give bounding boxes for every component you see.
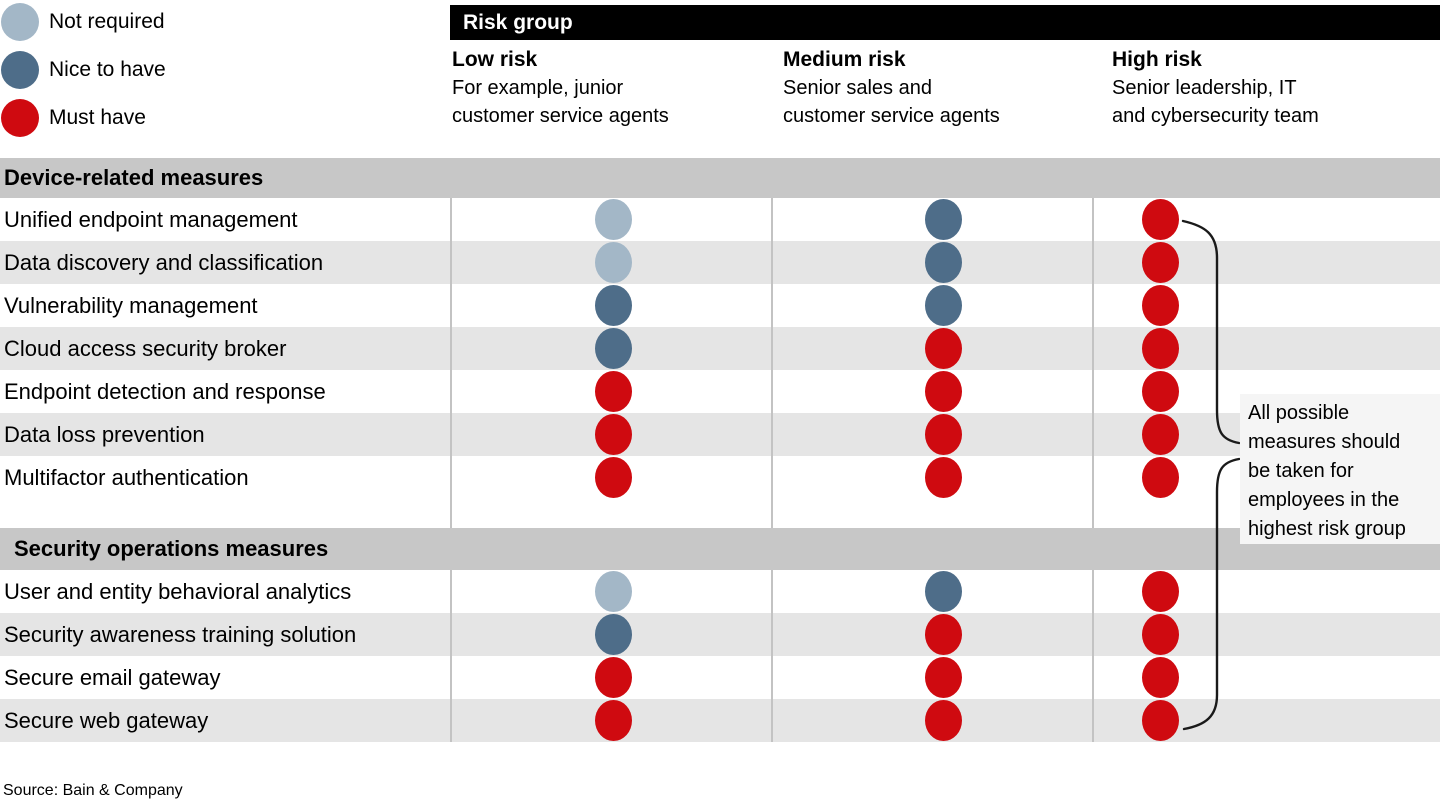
must-have-dot-icon <box>1141 457 1179 498</box>
nice-to-have-dot-icon <box>594 328 632 369</box>
table-row: Secure email gateway <box>0 656 1440 699</box>
column-description-line: and cybersecurity team <box>1112 105 1319 127</box>
must-have-dot-icon <box>1141 199 1179 240</box>
must-have-dot-icon <box>924 414 962 455</box>
must_have-dot-icon <box>1 99 39 137</box>
legend-item-not_required: Not required <box>1 3 166 41</box>
column-title: Low risk <box>452 48 538 71</box>
must-have-dot-icon <box>1141 657 1179 698</box>
table-row: Multifactor authentication <box>0 456 1440 499</box>
must-have-dot-icon <box>924 700 962 741</box>
annotation-text-line: highest risk group <box>1248 518 1406 540</box>
annotation-text-line: employees in the <box>1248 489 1400 511</box>
table-row: Unified endpoint management <box>0 198 1440 241</box>
nice-to-have-dot-icon <box>924 199 962 240</box>
annotation-box: All possible measures should be taken for e… <box>1240 394 1440 544</box>
must-have-dot-icon <box>1141 328 1179 369</box>
column-description-line: customer service agents <box>452 105 669 127</box>
nice-to-have-dot-icon <box>594 285 632 326</box>
measure-label: Endpoint detection and response <box>4 378 326 404</box>
measure-label: Data discovery and classification <box>4 249 324 275</box>
table-row: Vulnerability management <box>0 284 1440 327</box>
annotation-text-line: All possible <box>1248 402 1350 424</box>
measure-label: Security awareness training solution <box>4 621 357 647</box>
column-divider-2 <box>771 198 773 742</box>
measure-label: Secure email gateway <box>4 664 221 690</box>
measure-label: Unified endpoint management <box>4 206 298 232</box>
column-title: High risk <box>1112 48 1202 71</box>
column-divider-3 <box>1092 198 1094 742</box>
not_required-dot-icon <box>1 3 39 41</box>
source-note: Source: Bain & Company <box>3 782 183 799</box>
measure-label: Cloud access security broker <box>4 335 287 361</box>
column-header-medium-risk: Medium risk Senior sales and customer serv… <box>783 46 1093 130</box>
must-have-dot-icon <box>1141 242 1179 283</box>
section-header-label: Security operations measures <box>14 536 329 561</box>
legend-item-must_have: Must have <box>1 99 166 137</box>
must-have-dot-icon <box>594 414 632 455</box>
measures-table: Device-related measures Unified endpoint … <box>0 158 1440 742</box>
must-have-dot-icon <box>924 328 962 369</box>
must-have-dot-icon <box>594 371 632 412</box>
table-row: Data loss prevention <box>0 413 1440 456</box>
section-header-1: Device-related measures <box>0 158 1440 198</box>
measure-label: User and entity behavioral analytics <box>4 578 352 604</box>
table-row: Security awareness training solution <box>0 613 1440 656</box>
must-have-dot-icon <box>1141 285 1179 326</box>
legend-item-nice_to_have: Nice to have <box>1 51 166 89</box>
must-have-dot-icon <box>1141 414 1179 455</box>
not-required-dot-icon <box>594 242 632 283</box>
measure-label: Secure web gateway <box>4 707 209 733</box>
must-have-dot-icon <box>924 457 962 498</box>
section-header-2: Security operations measures <box>0 528 1440 570</box>
legend-label: Not required <box>49 10 165 33</box>
must-have-dot-icon <box>924 614 962 655</box>
must-have-dot-icon <box>924 371 962 412</box>
must-have-dot-icon <box>594 657 632 698</box>
risk-group-label: Risk group <box>463 11 573 34</box>
legend: Not required Nice to have Must have <box>1 3 166 147</box>
must-have-dot-icon <box>1141 371 1179 412</box>
legend-label: Must have <box>49 106 146 129</box>
measure-label: Multifactor authentication <box>4 464 249 490</box>
must-have-dot-icon <box>1141 571 1179 612</box>
annotation-text-line: be taken for <box>1248 460 1354 482</box>
column-description-line: Senior leadership, IT <box>1112 77 1297 99</box>
must-have-dot-icon <box>924 657 962 698</box>
table-row: User and entity behavioral analytics <box>0 570 1440 613</box>
nice-to-have-dot-icon <box>924 285 962 326</box>
nice-to-have-dot-icon <box>924 242 962 283</box>
column-description-line: customer service agents <box>783 105 1000 127</box>
must-have-dot-icon <box>594 700 632 741</box>
nice-to-have-dot-icon <box>924 571 962 612</box>
column-header-low-risk: Low risk For example, junior customer serv… <box>452 46 762 130</box>
nice-to-have-dot-icon <box>594 614 632 655</box>
table-row: Secure web gateway <box>0 699 1440 742</box>
column-divider-1 <box>450 198 452 742</box>
table-row: Data discovery and classification <box>0 241 1440 284</box>
measure-label: Vulnerability management <box>4 292 258 318</box>
nice_to_have-dot-icon <box>1 51 39 89</box>
section-header-label: Device-related measures <box>4 165 264 190</box>
annotation-text-line: measures should <box>1248 431 1401 453</box>
column-description-line: For example, junior <box>452 77 624 99</box>
column-header-high-risk: High risk Senior leadership, IT and cybers… <box>1112 46 1422 130</box>
not-required-dot-icon <box>594 199 632 240</box>
table-row: Cloud access security broker <box>0 327 1440 370</box>
column-description-line: Senior sales and <box>783 77 932 99</box>
column-title: Medium risk <box>783 48 906 71</box>
risk-group-header-bar: Risk group <box>450 5 1440 40</box>
must-have-dot-icon <box>594 457 632 498</box>
must-have-dot-icon <box>1141 614 1179 655</box>
not-required-dot-icon <box>594 571 632 612</box>
legend-label: Nice to have <box>49 58 166 81</box>
measure-label: Data loss prevention <box>4 421 205 447</box>
table-row: Endpoint detection and response <box>0 370 1440 413</box>
must-have-dot-icon <box>1141 700 1179 741</box>
section-gap <box>0 499 1440 528</box>
